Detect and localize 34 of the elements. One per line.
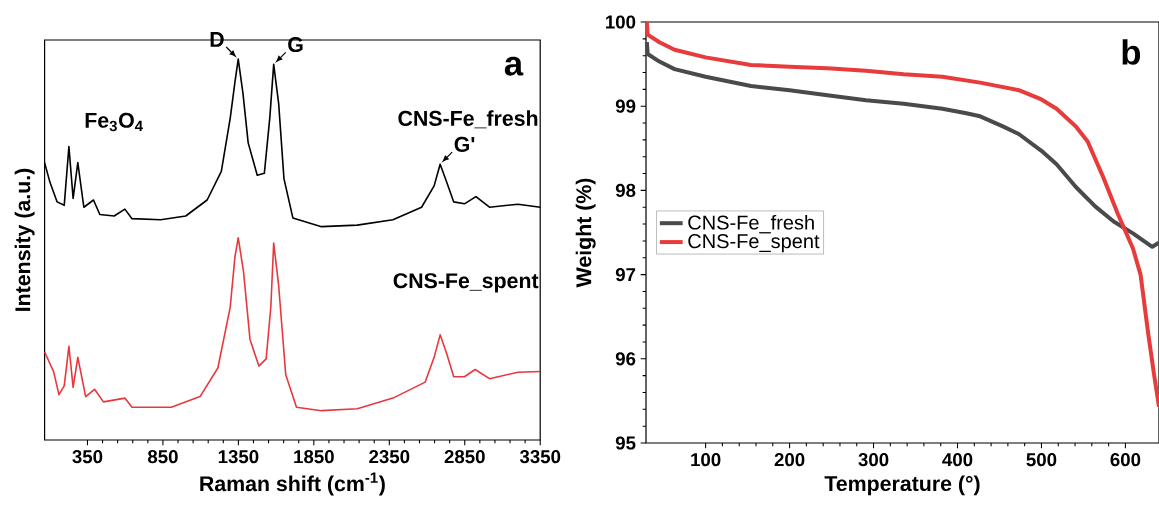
x-tick-label: 1850	[294, 450, 334, 464]
annotation: a	[504, 56, 524, 76]
y-axis-title: Weight (%)	[575, 178, 596, 288]
x-tick-label: 300	[858, 453, 889, 467]
x-axis-title: Raman shift (cm$^{-1}$)	[200, 472, 385, 496]
x-tick-label: 200	[774, 453, 805, 467]
x-axis-title: Temperature (°)	[824, 475, 980, 496]
annotation: b	[1122, 39, 1141, 65]
y-tick-label: 100	[605, 15, 636, 29]
annotation: G'	[454, 136, 475, 152]
x-tick-label: 850	[147, 450, 178, 464]
y-tick-label: 95	[615, 436, 636, 450]
x-tick-label: 2350	[369, 450, 410, 464]
x-tick-label: 3350	[519, 450, 561, 464]
text: CNS-Fe_fresh	[398, 110, 538, 129]
x-tick-label: 350	[72, 450, 103, 464]
annotation: G	[288, 37, 303, 53]
legend-label: CNS-Fe_fresh	[688, 214, 814, 234]
annotation: D	[210, 32, 224, 47]
x-tick-label: 400	[942, 453, 973, 467]
y-tick-label: 99	[615, 99, 636, 113]
x-tick-label: 500	[1026, 453, 1057, 467]
y-tick-label: 97	[615, 267, 636, 282]
x-tick-label: 100	[691, 453, 721, 467]
legend-label: CNS-Fe_spent	[688, 234, 820, 253]
y-tick-label: 96	[615, 352, 636, 366]
y-axis-title: Intensity (a.u.)	[14, 168, 35, 311]
y-tick-label: 98	[615, 183, 636, 198]
x-tick-label: 1350	[218, 450, 259, 464]
x-tick-label: 2850	[444, 450, 485, 464]
line-series	[644, 20, 1159, 409]
annotation: Fe$_{3}$O$_{4}$	[85, 112, 143, 132]
text: CNS-Fe_spent	[393, 273, 539, 293]
x-tick-label: 600	[1110, 453, 1141, 467]
